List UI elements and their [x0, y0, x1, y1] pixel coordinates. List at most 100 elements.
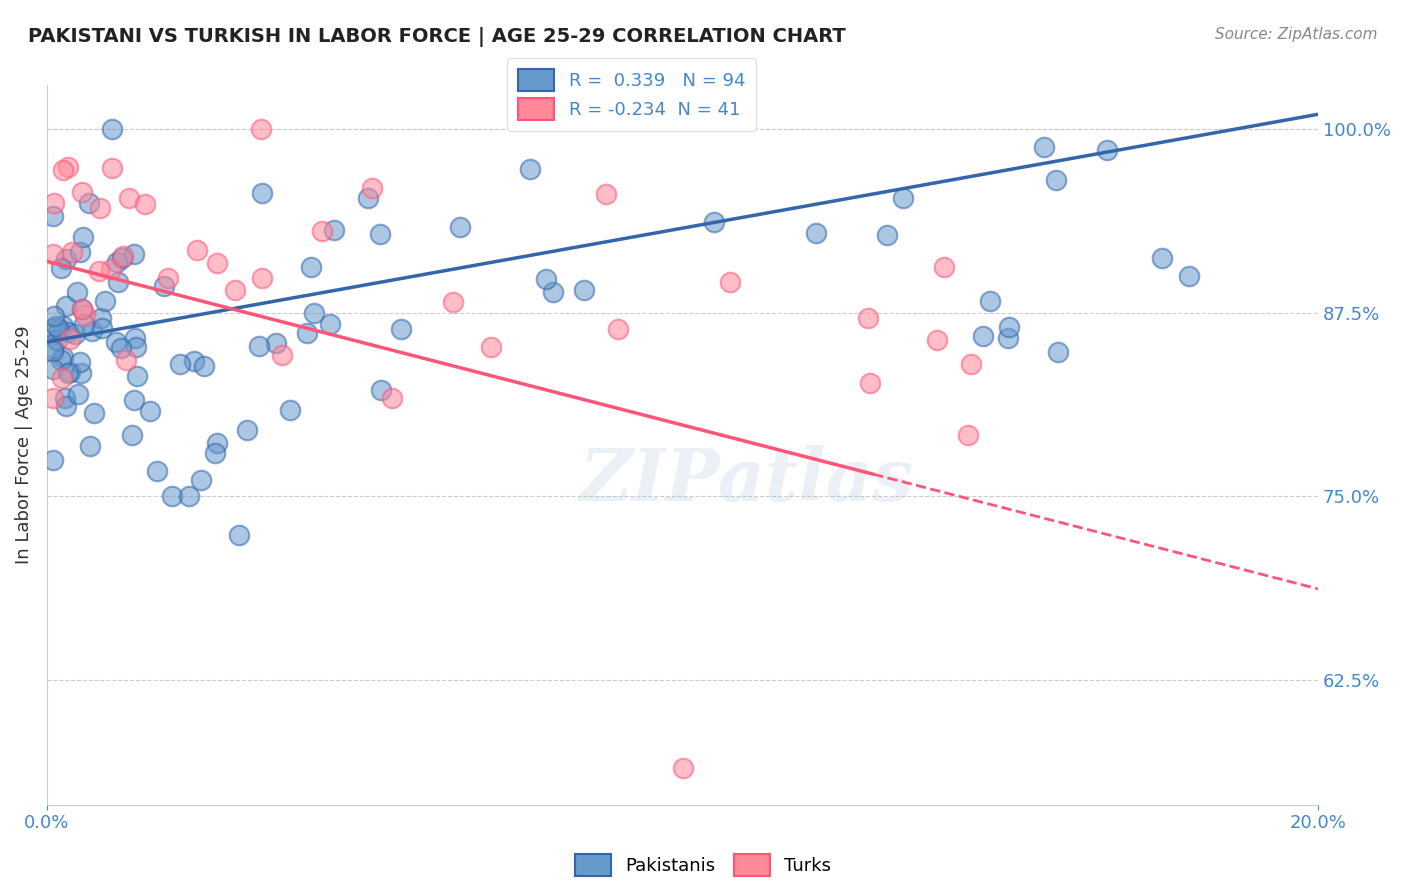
Point — [56, 366, 79, 380]
Point — [127, 369, 149, 384]
Point — [1178, 269, 1201, 284]
Point — [1046, 345, 1069, 359]
Point — [89, 201, 111, 215]
Point — [104, 335, 127, 350]
Point — [997, 320, 1019, 334]
Point — [56, 325, 79, 339]
Point — [671, 761, 693, 775]
Point — [224, 283, 246, 297]
Point — [146, 464, 169, 478]
Point — [100, 262, 122, 277]
Point — [42, 391, 65, 405]
Point — [42, 453, 65, 467]
Point — [235, 423, 257, 437]
Point — [111, 252, 134, 266]
Point — [381, 392, 404, 406]
Point — [250, 271, 273, 285]
Point — [193, 359, 215, 374]
Point — [51, 260, 73, 275]
Point — [101, 122, 124, 136]
Point — [876, 227, 898, 242]
Point — [91, 321, 114, 335]
Point — [441, 295, 464, 310]
Point — [111, 249, 134, 263]
Point — [270, 348, 292, 362]
Point — [79, 439, 101, 453]
Point — [67, 386, 90, 401]
Point — [368, 227, 391, 242]
Point — [311, 224, 333, 238]
Point — [44, 195, 66, 210]
Point — [481, 340, 503, 354]
Point — [247, 339, 270, 353]
Point — [42, 320, 65, 334]
Point — [972, 329, 994, 343]
Point — [53, 391, 76, 405]
Point — [979, 293, 1001, 308]
Point — [117, 191, 139, 205]
Y-axis label: In Labor Force | Age 25-29: In Labor Force | Age 25-29 — [15, 326, 32, 564]
Point — [45, 319, 67, 334]
Point — [55, 299, 77, 313]
Point — [42, 341, 65, 355]
Point — [122, 393, 145, 408]
Point — [52, 351, 75, 365]
Point — [169, 357, 191, 371]
Point — [190, 474, 212, 488]
Point — [357, 191, 380, 205]
Point — [572, 283, 595, 297]
Point — [115, 352, 138, 367]
Point — [90, 311, 112, 326]
Point — [156, 271, 179, 285]
Point — [107, 275, 129, 289]
Point — [858, 376, 880, 391]
Point — [250, 122, 273, 136]
Point — [59, 332, 82, 346]
Point — [205, 436, 228, 450]
Point — [42, 362, 65, 376]
Point — [959, 357, 981, 371]
Point — [48, 322, 70, 336]
Point — [110, 342, 132, 356]
Point — [77, 196, 100, 211]
Point — [1095, 143, 1118, 157]
Point — [83, 406, 105, 420]
Point — [73, 317, 96, 331]
Point — [606, 322, 628, 336]
Point — [204, 445, 226, 459]
Point — [125, 340, 148, 354]
Point — [703, 215, 725, 229]
Point — [449, 220, 471, 235]
Legend: Pakistanis, Turks: Pakistanis, Turks — [568, 847, 838, 883]
Point — [319, 318, 342, 332]
Point — [42, 247, 65, 261]
Point — [122, 246, 145, 260]
Point — [80, 324, 103, 338]
Point — [42, 209, 65, 223]
Point — [856, 311, 879, 326]
Point — [70, 366, 93, 380]
Point — [389, 322, 412, 336]
Point — [718, 275, 741, 289]
Point — [65, 326, 87, 341]
Point — [45, 334, 67, 348]
Point — [87, 264, 110, 278]
Point — [186, 244, 208, 258]
Point — [58, 160, 80, 174]
Point — [139, 404, 162, 418]
Point — [124, 331, 146, 345]
Point — [52, 163, 75, 178]
Point — [1033, 139, 1056, 153]
Point — [997, 331, 1019, 345]
Point — [55, 252, 77, 266]
Point — [278, 403, 301, 417]
Text: ZIPatlas: ZIPatlas — [579, 445, 912, 516]
Point — [264, 335, 287, 350]
Point — [519, 162, 541, 177]
Point — [932, 260, 955, 274]
Point — [322, 223, 344, 237]
Point — [73, 308, 96, 322]
Point — [304, 305, 326, 319]
Point — [370, 383, 392, 397]
Point — [70, 302, 93, 317]
